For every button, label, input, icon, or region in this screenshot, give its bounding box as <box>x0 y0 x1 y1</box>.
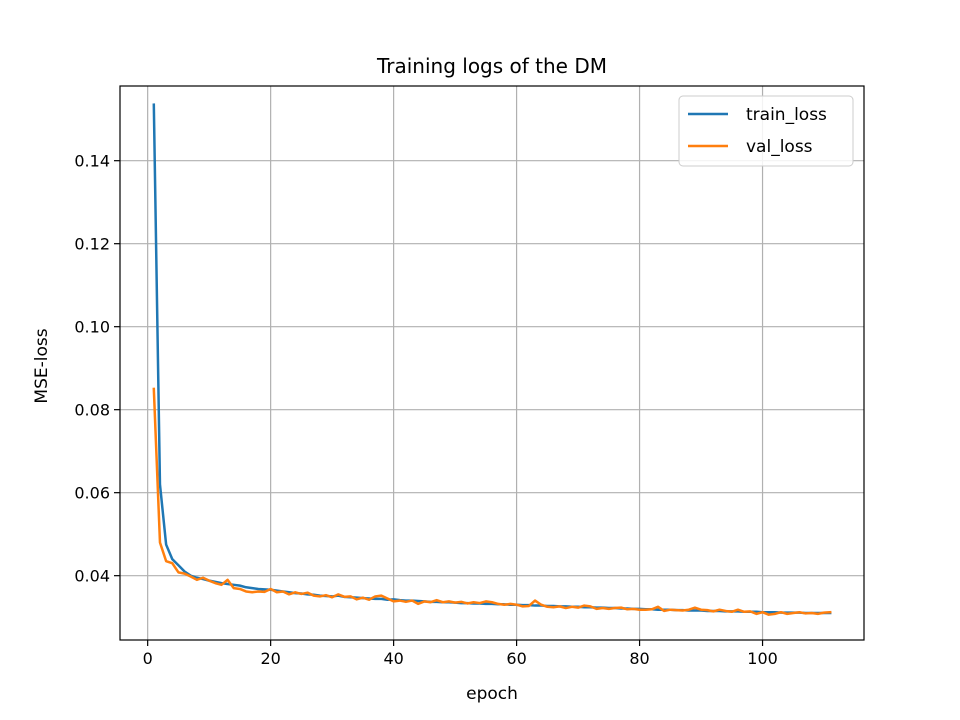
x-tick-label: 0 <box>143 649 153 668</box>
y-axis-ticks: 0.04 0.06 0.08 0.10 0.12 0.14 <box>74 152 120 586</box>
legend: train_loss val_loss <box>678 95 854 167</box>
y-tick-label: 0.04 <box>74 567 110 586</box>
y-tick-label: 0.12 <box>74 235 110 254</box>
plot-frame <box>119 85 865 641</box>
legend-label-train-loss: train_loss <box>746 105 827 125</box>
y-tick-label: 0.06 <box>74 484 110 503</box>
x-tick-label: 60 <box>506 649 526 668</box>
x-tick-label: 100 <box>747 649 778 668</box>
x-tick-label: 80 <box>629 649 649 668</box>
x-tick-label: 20 <box>260 649 280 668</box>
y-tick-label: 0.14 <box>74 152 110 171</box>
grid-lines <box>120 86 864 640</box>
y-tick-label: 0.08 <box>74 401 110 420</box>
series-layer <box>152 103 832 616</box>
y-axis-label: MSE-loss <box>32 328 52 403</box>
x-tick-label: 40 <box>383 649 403 668</box>
chart-title: Training logs of the DM <box>376 54 607 78</box>
series-line-val-loss <box>152 387 832 616</box>
x-axis-label: epoch <box>466 684 518 704</box>
y-tick-label: 0.10 <box>74 318 110 337</box>
x-axis-ticks: 0 20 40 60 80 100 <box>143 640 778 668</box>
legend-label-val-loss: val_loss <box>746 137 813 157</box>
